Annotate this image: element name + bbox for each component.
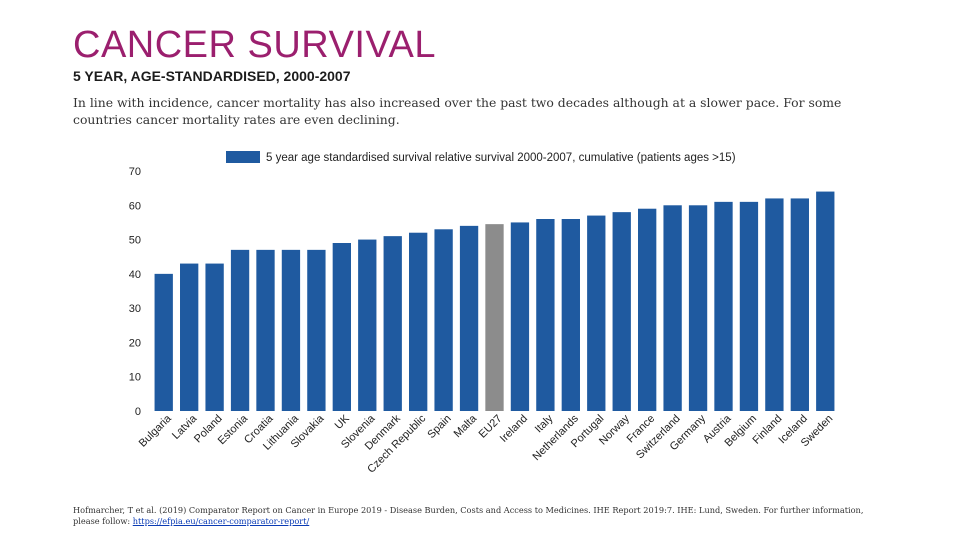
- bar-czech-republic: [409, 232, 428, 411]
- y-tick-label: 60: [129, 200, 141, 212]
- bar-netherlands: [561, 219, 580, 411]
- y-tick-label: 50: [129, 235, 141, 247]
- y-tick-label: 0: [135, 406, 141, 418]
- intro-paragraph: In line with incidence, cancer mortality…: [73, 95, 842, 127]
- y-tick-label: 10: [129, 372, 141, 384]
- bar-germany: [688, 205, 708, 411]
- bar-austria: [714, 201, 733, 411]
- bar-lithuania: [281, 249, 301, 411]
- bar-portugal: [587, 215, 606, 411]
- bar-slovakia: [307, 249, 326, 411]
- x-tick-label: UK: [333, 412, 353, 432]
- bar-italy: [536, 219, 555, 411]
- bar-switzerland: [663, 205, 682, 411]
- legend-label: 5 year age standardised survival relativ…: [266, 152, 736, 164]
- bar-iceland: [790, 198, 809, 411]
- bar-finland: [765, 198, 784, 411]
- x-tick-label: Bulgaria: [137, 412, 175, 450]
- bar-sweden: [816, 191, 835, 411]
- bar-bulgaria: [154, 273, 173, 411]
- bar-spain: [434, 229, 453, 411]
- y-tick-label: 70: [129, 166, 141, 178]
- x-tick-label: Ireland: [498, 413, 530, 445]
- citation-footer: Hofmarcher, T et al. (2019) Comparator R…: [73, 505, 873, 527]
- bar-slovenia: [358, 239, 377, 411]
- page-title: CANCER SURVIVAL: [73, 24, 436, 66]
- y-tick-label: 30: [129, 303, 141, 315]
- y-tick-label: 20: [129, 337, 141, 349]
- bar-ireland: [510, 222, 530, 411]
- bar-poland: [205, 263, 224, 411]
- bar-denmark: [383, 236, 402, 411]
- bar-france: [638, 208, 657, 411]
- survival-bar-chart: 5 year age standardised survival relativ…: [129, 151, 835, 476]
- x-tick-label: Malta: [452, 412, 480, 440]
- citation-text: Hofmarcher, T et al. (2019) Comparator R…: [73, 505, 864, 526]
- report-link[interactable]: https://efpia.eu/cancer-comparator-repor…: [132, 516, 310, 526]
- legend-swatch: [226, 151, 260, 163]
- bar-croatia: [256, 249, 275, 411]
- bar-eu27: [485, 224, 504, 411]
- bar-latvia: [180, 263, 199, 411]
- bar-malta: [459, 225, 479, 411]
- bar-belgium: [739, 201, 759, 411]
- bar-norway: [612, 212, 631, 411]
- x-tick-label: Spain: [425, 413, 453, 441]
- page-subtitle: 5 YEAR, AGE-STANDARDISED, 2000-2007: [73, 68, 351, 84]
- bar-uk: [332, 243, 351, 411]
- y-tick-label: 40: [129, 269, 141, 281]
- bar-estonia: [230, 249, 250, 411]
